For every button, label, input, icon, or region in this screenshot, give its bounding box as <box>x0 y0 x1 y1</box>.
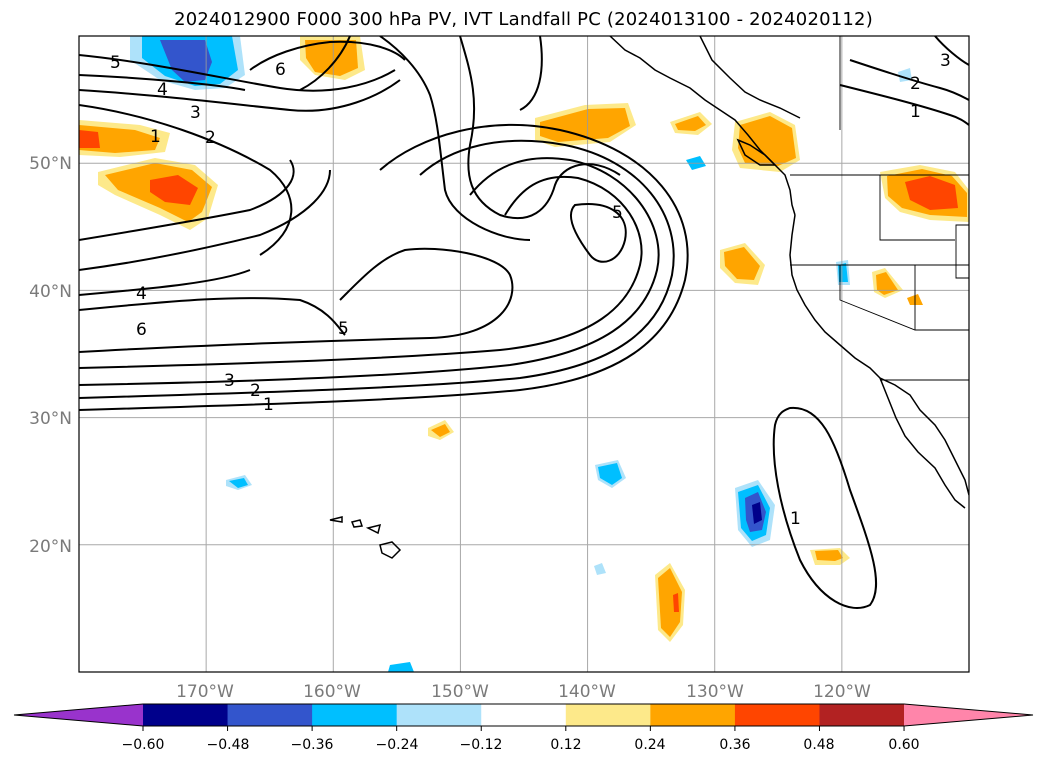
colorbar: −0.60 −0.48 −0.36 −0.24 −0.12 0.12 0.24 … <box>13 703 1034 753</box>
contour-label: 1 <box>910 102 921 122</box>
colorbar-box <box>143 704 229 726</box>
colorbar-box <box>227 704 313 726</box>
contour-label: 2 <box>205 128 216 148</box>
colorbar-tick-label: 0.36 <box>719 737 750 753</box>
contour-label: 1 <box>150 127 161 147</box>
contour-label: 5 <box>110 53 121 73</box>
colorbar-tick-label: −0.24 <box>376 737 419 753</box>
colorbar-tick-label: −0.36 <box>291 737 334 753</box>
pv-contours <box>79 36 969 609</box>
lat-tick-label: 40°N <box>29 282 72 302</box>
colorbar-tick-label: 0.60 <box>888 737 919 753</box>
colorbar-extend-low <box>14 704 143 726</box>
graticule <box>79 36 969 672</box>
contour-labels: 5 6 4 3 2 1 4 6 5 3 2 1 5 1 2 1 3 <box>110 51 951 529</box>
colorbar-box <box>312 704 398 726</box>
map-title: 2024012900 F000 300 hPa PV, IVT Landfall… <box>174 9 873 30</box>
lon-tick-label: 140°W <box>558 682 616 702</box>
map-frame <box>78 35 970 673</box>
lat-tick-label: 20°N <box>29 537 72 557</box>
colorbar-tick-label: 0.12 <box>550 737 581 753</box>
colorbar-box <box>481 704 567 726</box>
contour-label: 5 <box>612 203 623 223</box>
colorbar-box <box>565 704 651 726</box>
contour-label: 5 <box>338 319 349 339</box>
contour-label: 1 <box>263 395 274 415</box>
colorbar-box <box>819 704 905 726</box>
colorbar-extend-high <box>904 704 1033 726</box>
colorbar-tick-label: −0.12 <box>460 737 503 753</box>
colorbar-tick-label: 0.48 <box>803 737 834 753</box>
contour-label: 4 <box>136 284 147 304</box>
colorbar-tick-label: 0.24 <box>634 737 665 753</box>
contour-label: 3 <box>224 371 235 391</box>
contour-label: 3 <box>940 51 951 71</box>
lat-tick-label: 50°N <box>29 154 72 174</box>
lon-tick-label: 160°W <box>303 682 361 702</box>
political-borders <box>790 36 969 381</box>
axis-tick-labels: 170°W 160°W 150°W 140°W 130°W 120°W 50°N… <box>29 154 871 702</box>
contour-label: 6 <box>136 320 147 340</box>
contour-label: 2 <box>250 381 261 401</box>
contour-label: 2 <box>910 74 921 94</box>
contour-label: 4 <box>157 80 168 100</box>
lon-tick-label: 130°W <box>686 682 744 702</box>
colorbar-tick-label: −0.48 <box>207 737 250 753</box>
coastlines <box>329 36 969 559</box>
colorbar-box <box>734 704 821 726</box>
colorbar-box <box>396 704 482 726</box>
lat-tick-label: 30°N <box>29 409 72 429</box>
lon-tick-label: 120°W <box>813 682 871 702</box>
contour-label: 1 <box>790 509 801 529</box>
contour-label: 6 <box>275 60 286 80</box>
lon-tick-label: 170°W <box>176 682 234 702</box>
colorbar-box <box>650 704 736 726</box>
colorbar-tick-label: −0.60 <box>122 737 165 753</box>
lon-tick-label: 150°W <box>431 682 489 702</box>
contour-label: 3 <box>190 103 201 123</box>
